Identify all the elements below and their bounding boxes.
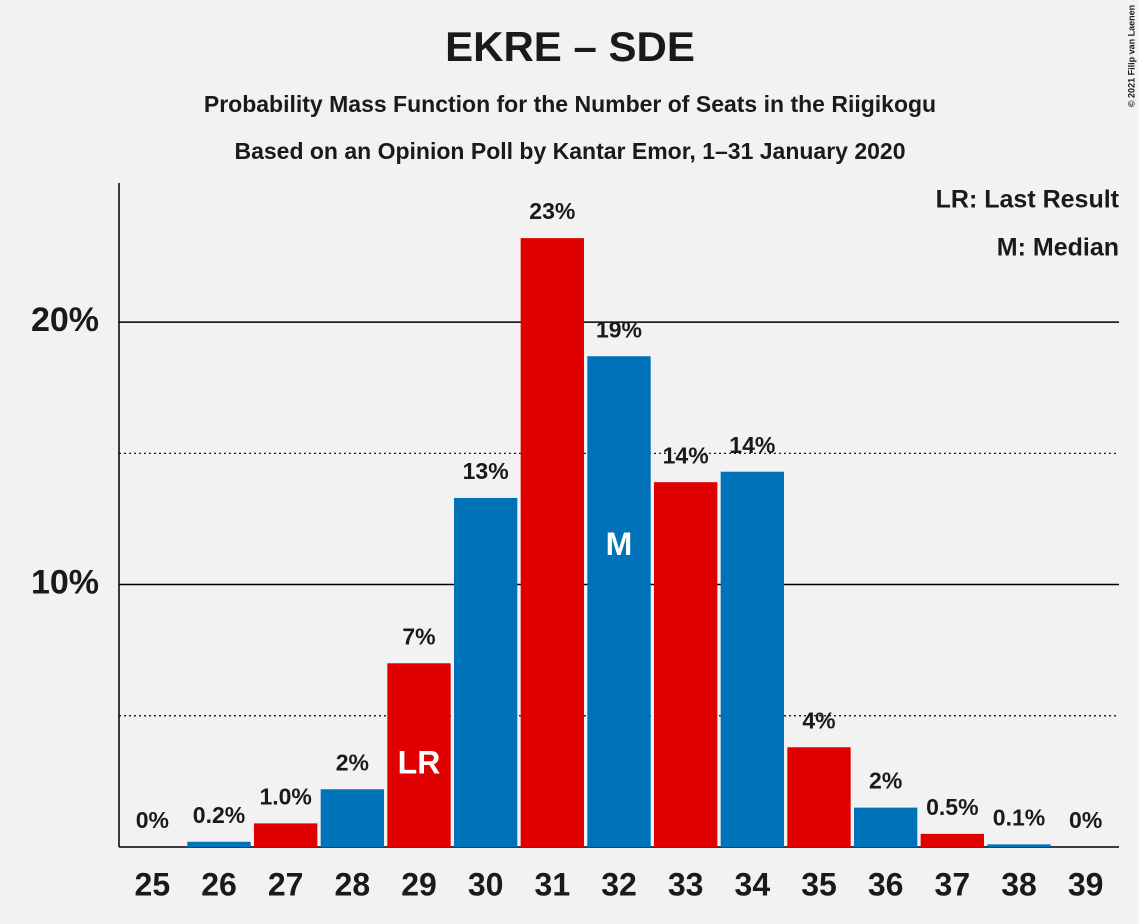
x-tick-label: 27	[268, 866, 304, 902]
bar	[187, 841, 251, 847]
chart-subtitle: Based on an Opinion Poll by Kantar Emor,…	[234, 138, 905, 164]
bar	[787, 747, 851, 847]
x-tick-label: 38	[1001, 866, 1037, 902]
bar-annotation: M	[606, 526, 633, 562]
x-tick-label: 30	[468, 866, 504, 902]
value-label: 19%	[596, 316, 642, 342]
bar	[520, 238, 584, 847]
x-tick-label: 37	[935, 866, 971, 902]
value-label: 14%	[663, 442, 709, 468]
bar	[987, 844, 1051, 847]
x-tick-label: 28	[335, 866, 371, 902]
x-tick-label: 32	[601, 866, 637, 902]
legend-entry: LR: Last Result	[936, 186, 1120, 214]
value-label: 2%	[869, 768, 902, 794]
bar	[654, 482, 718, 847]
bar	[854, 807, 918, 847]
bar	[254, 823, 318, 847]
value-label: 0%	[1069, 807, 1102, 833]
chart-title: EKRE – SDE	[445, 23, 695, 70]
bar-annotation: LR	[398, 745, 441, 781]
x-tick-label: 29	[401, 866, 437, 902]
y-tick-label: 10%	[31, 564, 99, 602]
value-label: 14%	[729, 432, 775, 458]
copyright: © 2021 Filip van Laenen	[1126, 5, 1136, 107]
value-label: 0.5%	[926, 794, 978, 820]
bar	[587, 356, 651, 847]
x-tick-label: 25	[135, 866, 171, 902]
bar	[720, 471, 784, 847]
chart-subtitle: Probability Mass Function for the Number…	[204, 91, 936, 117]
value-label: 4%	[802, 707, 835, 733]
x-tick-label: 31	[535, 866, 571, 902]
bar	[320, 789, 384, 847]
value-label: 23%	[529, 198, 575, 224]
x-tick-label: 39	[1068, 866, 1104, 902]
value-label: 0%	[136, 807, 169, 833]
x-tick-label: 33	[668, 866, 704, 902]
value-label: 2%	[336, 749, 369, 775]
x-tick-label: 34	[735, 866, 771, 902]
value-label: 0.2%	[193, 802, 245, 828]
value-label: 1.0%	[259, 783, 311, 809]
value-label: 13%	[463, 458, 509, 484]
x-tick-label: 36	[868, 866, 904, 902]
bar	[387, 663, 451, 847]
bar	[454, 497, 518, 847]
legend-entry: M: Median	[997, 234, 1119, 262]
y-tick-label: 20%	[31, 301, 99, 339]
x-tick-label: 26	[201, 866, 237, 902]
value-label: 0.1%	[993, 804, 1045, 830]
bar	[920, 833, 984, 847]
x-tick-label: 35	[801, 866, 837, 902]
value-label: 7%	[402, 623, 435, 649]
